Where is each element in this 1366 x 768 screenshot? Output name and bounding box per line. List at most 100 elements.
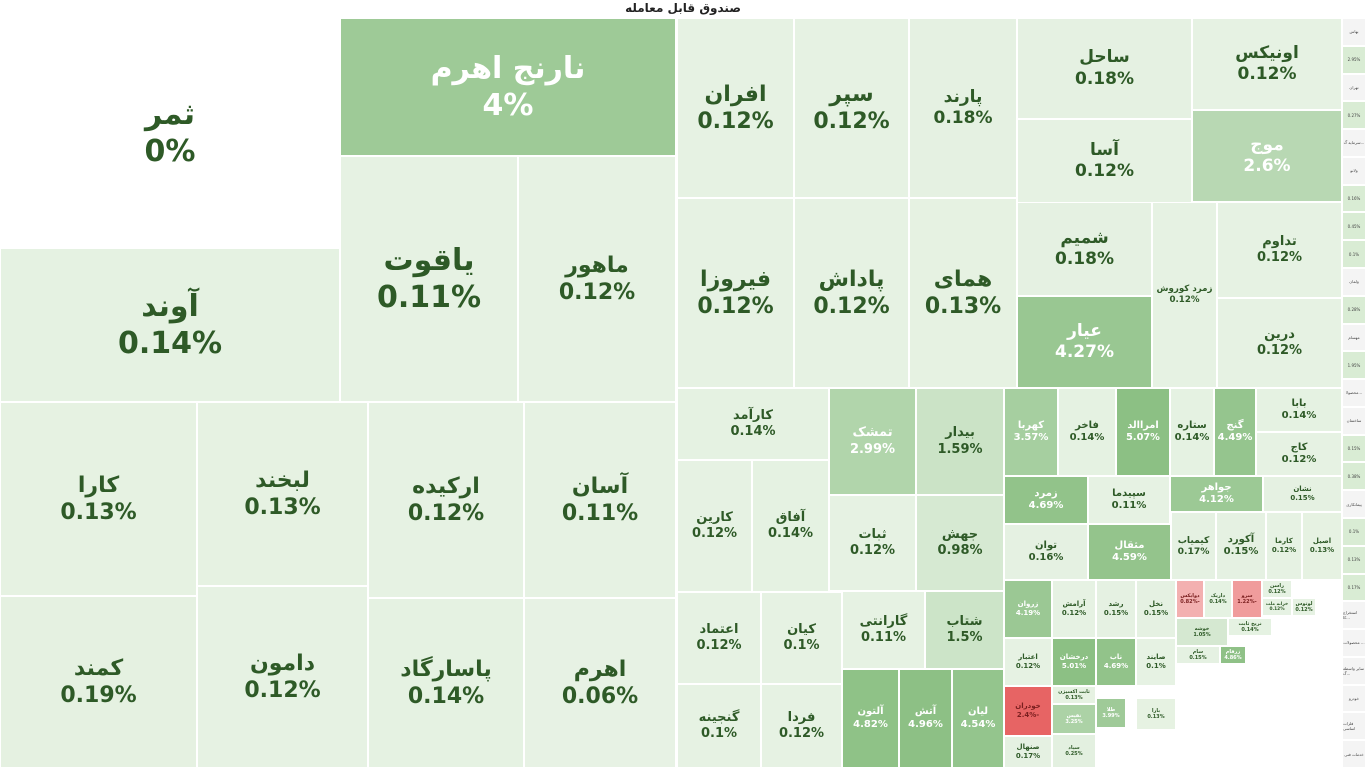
treemap-cell[interactable]: اصیل 0.13% [1302, 512, 1342, 580]
treemap-cell[interactable]: دوایکس -0.82% [1176, 580, 1204, 618]
sidebar-cell[interactable]: محصولا... [1342, 379, 1366, 407]
treemap-cell[interactable]: کارا 0.13% [0, 402, 197, 596]
sidebar-cell[interactable]: 0.16% [1342, 184, 1366, 213]
treemap-cell[interactable]: بابا 0.14% [1256, 388, 1342, 432]
sidebar-cell[interactable]: 0.15% [1342, 434, 1366, 463]
treemap-cell[interactable]: اهرم 0.06% [524, 598, 676, 768]
treemap-cell[interactable]: مثقال 4.59% [1088, 524, 1171, 580]
treemap-cell[interactable]: شتاب 1.5% [925, 591, 1004, 669]
treemap-cell[interactable]: موج 2.6% [1192, 110, 1342, 202]
treemap-cell[interactable]: پاسارگاد 0.14% [368, 598, 524, 768]
treemap-cell[interactable]: درین 0.12% [1217, 298, 1342, 388]
treemap-cell[interactable]: صایند 0.1% [1136, 638, 1176, 686]
sidebar-cell[interactable]: 0.1% [1342, 240, 1366, 268]
treemap-cell[interactable]: کارین 0.12% [677, 460, 752, 592]
treemap-cell[interactable]: لوتوس 0.12% [1292, 598, 1316, 616]
sidebar-cell[interactable]: ولمان [1342, 268, 1366, 296]
treemap-cell[interactable]: کیمیاب 0.17% [1171, 512, 1216, 580]
sidebar-cell[interactable]: سایر واسطه گ... [1342, 656, 1366, 685]
sidebar-cell[interactable]: ساختمان [1342, 406, 1366, 435]
treemap-cell[interactable]: جواهر 4.12% [1170, 476, 1263, 512]
treemap-cell[interactable]: کهربا 3.57% [1004, 388, 1058, 476]
sidebar-cell[interactable]: سرمایه گ... [1342, 129, 1366, 157]
sidebar-cell[interactable]: خودرو [1342, 684, 1366, 713]
treemap-cell[interactable]: ناب 4.69% [1096, 638, 1136, 686]
sidebar-cell[interactable]: ولانو [1342, 156, 1366, 185]
treemap-cell[interactable]: آوند 0.14% [0, 248, 340, 402]
sidebar-cell[interactable]: 2.95% [1342, 45, 1366, 74]
treemap-cell[interactable]: یاقوت 0.11% [340, 156, 518, 402]
sidebar-cell[interactable]: بهاس [1342, 18, 1366, 46]
treemap-cell[interactable]: کاج 0.12% [1256, 432, 1342, 476]
treemap-cell[interactable]: داریک 0.14% [1204, 580, 1232, 618]
treemap-cell[interactable]: آسا 0.12% [1017, 119, 1192, 203]
treemap-cell[interactable]: ساحل 0.18% [1017, 18, 1192, 119]
treemap-cell[interactable]: اعتبار 0.12% [1004, 638, 1052, 686]
treemap-cell[interactable]: کمند 0.19% [0, 596, 197, 768]
treemap-cell[interactable]: زمرد کوروش 0.12% [1152, 202, 1217, 388]
treemap-cell[interactable]: تداوم 0.12% [1217, 202, 1342, 298]
treemap-cell[interactable]: تمشک 2.99% [829, 388, 916, 495]
treemap-cell[interactable]: نارنج اهرم 4% [340, 18, 676, 156]
treemap-cell[interactable]: پارند 0.18% [909, 18, 1017, 198]
treemap-cell[interactable]: گارانتی 0.11% [842, 591, 925, 669]
treemap-cell[interactable]: بارا 0.13% [1136, 698, 1176, 730]
sidebar-cell[interactable]: 0.38% [1342, 462, 1366, 491]
treemap-cell[interactable]: ستاره 0.14% [1170, 388, 1214, 476]
treemap-cell[interactable]: نخل 0.15% [1136, 580, 1176, 638]
treemap-cell[interactable]: خودران -2.4% [1004, 686, 1052, 736]
treemap-cell[interactable]: سپاد 0.25% [1052, 734, 1096, 768]
treemap-cell[interactable]: رشد 0.15% [1096, 580, 1136, 638]
treemap-cell[interactable]: لیان 4.54% [952, 669, 1004, 768]
sidebar-cell[interactable]: محصولات ... [1342, 629, 1366, 657]
treemap-cell[interactable]: فاخر 0.14% [1058, 388, 1116, 476]
treemap-cell[interactable]: ثبات 0.12% [829, 495, 916, 591]
treemap-cell[interactable]: زروان 4.19% [1004, 580, 1052, 638]
treemap-cell[interactable]: امراالد 5.07% [1116, 388, 1170, 476]
sidebar-cell[interactable]: مهسام [1342, 323, 1366, 352]
treemap-cell[interactable]: خوشه 1.05% [1176, 618, 1228, 646]
treemap-cell[interactable]: خزانه ملت 0.12% [1262, 598, 1292, 616]
treemap-cell[interactable]: توان 0.16% [1004, 524, 1088, 580]
treemap-cell[interactable]: فردا 0.12% [761, 684, 842, 768]
treemap-cell[interactable]: سرو -1.22% [1232, 580, 1262, 618]
treemap-cell[interactable]: همای 0.13% [909, 198, 1017, 388]
treemap-cell[interactable]: ارکیده 0.12% [368, 402, 524, 598]
sidebar-cell[interactable]: 0.27% [1342, 101, 1366, 130]
treemap-cell[interactable]: نفیس 3.25% [1052, 704, 1096, 734]
sidebar-cell[interactable]: خدمات فنی [1342, 740, 1366, 768]
treemap-cell[interactable]: آسان 0.11% [524, 402, 676, 598]
treemap-cell[interactable]: سپر 0.12% [794, 18, 909, 198]
sidebar-cell[interactable]: 1.95% [1342, 351, 1366, 380]
sidebar-cell[interactable]: پیمانکاری [1342, 490, 1366, 518]
treemap-cell[interactable]: صنهال 0.17% [1004, 736, 1052, 768]
treemap-cell[interactable]: طلا 3.99% [1096, 698, 1126, 728]
treemap-cell[interactable]: درخشان 5.01% [1052, 638, 1096, 686]
sidebar-cell[interactable]: استخراج کا... [1342, 601, 1366, 630]
treemap-cell[interactable]: اعتماد 0.12% [677, 592, 761, 684]
sidebar-cell[interactable]: 0.45% [1342, 212, 1366, 241]
treemap-cell[interactable]: عیار 4.27% [1017, 296, 1152, 388]
treemap-cell[interactable]: کارما 0.12% [1266, 512, 1302, 580]
treemap-cell[interactable]: آلتون 4.82% [842, 669, 899, 768]
treemap-cell[interactable]: فیروزا 0.12% [677, 198, 794, 388]
treemap-cell[interactable]: نشان 0.15% [1263, 476, 1342, 512]
treemap-cell[interactable]: نریخ ثابت 0.14% [1228, 618, 1272, 636]
treemap-cell[interactable]: کیان 0.1% [761, 592, 842, 684]
treemap-cell[interactable]: ثمر 0% [0, 18, 340, 248]
treemap-cell[interactable]: اونیکس 0.12% [1192, 18, 1342, 110]
sidebar-cell[interactable]: 0.13% [1342, 545, 1366, 574]
treemap-cell[interactable]: آکورد 0.15% [1216, 512, 1266, 580]
treemap-cell[interactable]: گنج 4.49% [1214, 388, 1256, 476]
sidebar-cell[interactable]: 0.28% [1342, 295, 1366, 324]
sidebar-cell[interactable]: 0.17% [1342, 573, 1366, 602]
treemap-cell[interactable]: پاداش 0.12% [794, 198, 909, 388]
treemap-cell[interactable]: شمیم 0.18% [1017, 202, 1152, 296]
treemap-cell[interactable]: لبخند 0.13% [197, 402, 368, 586]
treemap-cell[interactable]: آرامش 0.12% [1052, 580, 1096, 638]
treemap-cell[interactable]: زمرد 4.69% [1004, 476, 1088, 524]
treemap-cell[interactable]: کارآمد 0.14% [677, 388, 829, 460]
sidebar-cell[interactable]: تهران [1342, 73, 1366, 102]
treemap-cell[interactable]: ثابت اکسیژن 0.13% [1052, 686, 1096, 704]
treemap-cell[interactable]: دامون 0.12% [197, 586, 368, 768]
